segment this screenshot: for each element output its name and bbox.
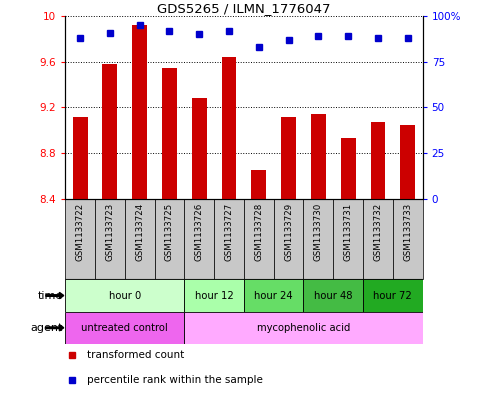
- Text: GSM1133732: GSM1133732: [373, 203, 383, 261]
- Title: GDS5265 / ILMN_1776047: GDS5265 / ILMN_1776047: [157, 2, 331, 15]
- Bar: [244, 279, 303, 312]
- Text: GSM1133729: GSM1133729: [284, 203, 293, 261]
- Text: mycophenolic acid: mycophenolic acid: [257, 323, 350, 333]
- Bar: [251, 170, 266, 199]
- Text: agent: agent: [30, 323, 63, 333]
- Bar: [274, 199, 303, 279]
- Bar: [363, 279, 423, 312]
- Bar: [125, 199, 155, 279]
- Text: hour 24: hour 24: [255, 290, 293, 301]
- Text: GSM1133726: GSM1133726: [195, 203, 204, 261]
- Bar: [72, 117, 87, 199]
- Bar: [65, 279, 185, 312]
- Bar: [65, 312, 185, 344]
- Bar: [303, 279, 363, 312]
- Bar: [303, 199, 333, 279]
- Text: hour 0: hour 0: [109, 290, 141, 301]
- Text: GSM1133728: GSM1133728: [255, 203, 263, 261]
- Text: GSM1133722: GSM1133722: [76, 203, 85, 261]
- Bar: [393, 199, 423, 279]
- Bar: [155, 199, 185, 279]
- Bar: [185, 312, 423, 344]
- Bar: [400, 125, 415, 199]
- Text: GSM1133733: GSM1133733: [403, 203, 412, 261]
- Bar: [102, 64, 117, 199]
- Text: GSM1133727: GSM1133727: [225, 203, 233, 261]
- Text: GSM1133723: GSM1133723: [105, 203, 114, 261]
- Bar: [192, 98, 207, 199]
- Bar: [244, 199, 274, 279]
- Text: GSM1133731: GSM1133731: [344, 203, 353, 261]
- Bar: [311, 114, 326, 199]
- Bar: [65, 199, 95, 279]
- Bar: [132, 25, 147, 199]
- Bar: [95, 199, 125, 279]
- Bar: [341, 138, 355, 199]
- Text: time: time: [38, 290, 63, 301]
- Bar: [222, 57, 237, 199]
- Text: percentile rank within the sample: percentile rank within the sample: [87, 375, 263, 385]
- Text: GSM1133730: GSM1133730: [314, 203, 323, 261]
- Text: hour 72: hour 72: [373, 290, 412, 301]
- Bar: [185, 199, 214, 279]
- Bar: [185, 279, 244, 312]
- Bar: [363, 199, 393, 279]
- Text: hour 48: hour 48: [314, 290, 353, 301]
- Text: GSM1133724: GSM1133724: [135, 203, 144, 261]
- Bar: [370, 122, 385, 199]
- Text: transformed count: transformed count: [87, 350, 184, 360]
- Text: hour 12: hour 12: [195, 290, 233, 301]
- Bar: [281, 117, 296, 199]
- Bar: [214, 199, 244, 279]
- Text: GSM1133725: GSM1133725: [165, 203, 174, 261]
- Bar: [333, 199, 363, 279]
- Text: untreated control: untreated control: [82, 323, 168, 333]
- Bar: [162, 68, 177, 199]
